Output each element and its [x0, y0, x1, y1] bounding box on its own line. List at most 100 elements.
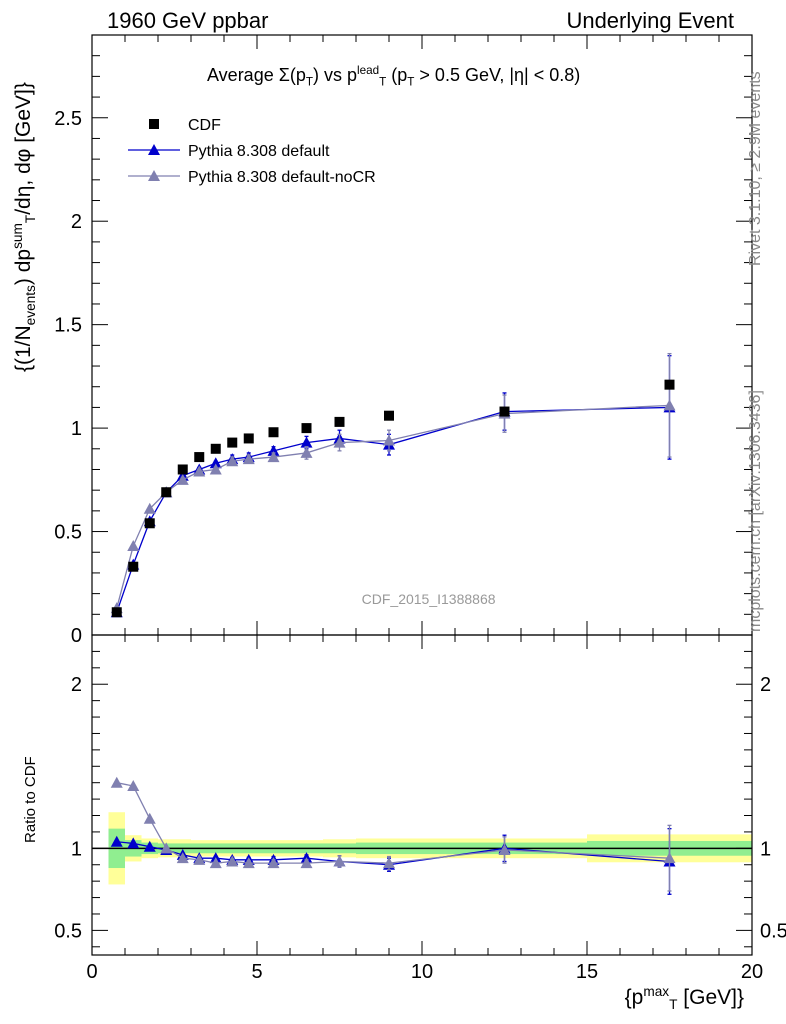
main-cdf-point — [227, 437, 238, 448]
xlabel-b: [GeV]} — [677, 986, 744, 1009]
ratio-y-tick-label: 2 — [71, 674, 82, 696]
title-mid: ) vs p — [313, 65, 358, 85]
mcplots-label: mcplots.cern.ch [arXiv:1306.3436] — [747, 390, 764, 632]
analysis-watermark: CDF_2015_I1388868 — [362, 591, 496, 607]
main-pythia-nocr-point — [300, 446, 313, 458]
main-pythia-default-point — [209, 457, 222, 469]
legend-marker — [148, 170, 160, 181]
ratio-pythia-nocr-point — [498, 843, 511, 855]
title-sub-t2: T — [379, 75, 387, 89]
ratio-pythia-nocr-point — [110, 776, 123, 788]
main-ylabel: {(1/Nevents) dpsumT/dη, dφ [GeV]} — [10, 82, 38, 372]
ratio-pythia-nocr-point — [143, 812, 156, 824]
main-pythia-nocr-point — [209, 463, 222, 475]
main-cdf-point — [128, 561, 139, 572]
main-y-tick-label: 1.5 — [54, 315, 82, 337]
ratio-frame — [91, 634, 753, 956]
x-tick-label: 20 — [741, 961, 763, 983]
ylabel-c: /dη, dφ [GeV]} — [12, 82, 35, 215]
main-cdf-point — [268, 427, 279, 438]
x-tick-label: 15 — [576, 961, 598, 983]
main-pythia-nocr-point — [176, 473, 189, 485]
title-sub-t: T — [305, 75, 313, 89]
ratio-y-tick-label: 1 — [71, 838, 82, 860]
main-pythia-nocr-point — [663, 399, 676, 411]
title-prefix: Average — [207, 65, 279, 85]
ratio-pythia-default-point — [143, 840, 156, 852]
main-cdf-point — [243, 433, 254, 444]
ratio-pythia-nocr-point — [226, 855, 239, 867]
title-sup-lead: lead — [357, 64, 380, 77]
main-cdf-point — [144, 518, 155, 529]
main-title: Average Σ(pT) vs pleadT (pT > 0.5 GeV, |… — [207, 64, 580, 89]
title-cut: > 0.5 GeV, |η| < 0.8) — [414, 65, 581, 85]
main-pythia-nocr-point — [193, 465, 206, 477]
ratio-pythia-nocr-point — [300, 857, 313, 869]
main-pythia-nocr-point — [226, 455, 239, 467]
main-pythia-nocr-line — [116, 404, 670, 609]
main-cdf-point — [499, 406, 510, 417]
ratio-pythia-nocr-point — [663, 852, 676, 864]
xlabel: {pmaxT [GeV]} — [625, 984, 744, 1012]
x-tick-label: 0 — [86, 961, 97, 983]
legend-marker — [148, 144, 160, 155]
main-pythia-nocr-point — [143, 502, 156, 514]
main-pythia-default-point — [300, 436, 313, 448]
ylabel-sub-t: T — [23, 214, 39, 224]
legend-label: CDF — [188, 117, 221, 134]
rivet-label: Rivet 3.1.10, ≥ 2.9M events — [747, 71, 764, 266]
ratio-pythia-nocr-point — [333, 855, 346, 867]
ylabel-a: {(1/N — [12, 325, 35, 372]
main-y-tick-label: 0.5 — [54, 522, 82, 544]
ratio-pythia-default-point — [127, 837, 140, 849]
ratio-y-tick-label-right: 2 — [760, 674, 771, 696]
main-cdf-point — [664, 379, 675, 390]
ratio-pythia-nocr-point — [267, 857, 280, 869]
title-suffix: (p — [386, 65, 408, 85]
ratio-pythia-nocr-point — [127, 779, 140, 791]
main-y-tick-label: 2.5 — [54, 108, 82, 130]
main-pythia-nocr-point — [242, 453, 255, 465]
main-cdf-point — [177, 464, 188, 475]
main-pythia-default-line — [116, 406, 670, 613]
main-cdf-point — [161, 487, 172, 498]
main-cdf-point — [334, 416, 345, 427]
xlabel-sub-t: T — [669, 997, 678, 1013]
main-pythia-nocr-point — [267, 451, 280, 463]
xlabel-sup-max: max — [643, 984, 670, 999]
ratio-pythia-default-point — [110, 835, 123, 847]
ratio-pythia-nocr-point — [160, 842, 173, 854]
legend-marker — [149, 119, 159, 129]
header-right: Underlying Event — [566, 8, 734, 33]
ratio-pythia-nocr-point — [383, 857, 395, 869]
main-cdf-point — [194, 452, 205, 463]
ylabel-sup-sum: sum — [10, 223, 25, 249]
ratio-pythia-nocr-point — [209, 857, 222, 869]
ratio-pythia-nocr-point — [193, 853, 206, 865]
title-sub-t3: T — [407, 75, 415, 89]
xlabel-a: {p — [624, 986, 644, 1009]
ratio-y-tick-label-right: 0.5 — [760, 920, 786, 942]
main-pythia-nocr-point — [383, 434, 395, 446]
header-left: 1960 GeV ppbar — [107, 8, 269, 33]
ratio-ylabel: Ratio to CDF — [22, 756, 39, 843]
main-pythia-nocr-point — [333, 436, 346, 448]
main-cdf-point — [210, 443, 221, 454]
ratio-y-tick-label-right: 1 — [760, 838, 771, 860]
main-cdf-point — [111, 607, 122, 618]
legend-label: Pythia 8.308 default — [188, 143, 330, 160]
ratio-y-tick-label: 0.5 — [54, 920, 82, 942]
ratio-pythia-nocr-point — [242, 857, 255, 869]
main-cdf-point — [301, 423, 312, 434]
x-tick-label: 5 — [251, 961, 262, 983]
main-y-tick-label: 1 — [71, 418, 82, 440]
title-sigma: Σ(p — [278, 65, 306, 85]
x-tick-label: 10 — [411, 961, 433, 983]
main-pythia-default-point — [267, 444, 280, 456]
main-y-tick-label: 2 — [71, 211, 82, 233]
ratio-pythia-nocr-point — [176, 852, 189, 864]
ylabel-sub-events: events — [23, 285, 39, 326]
main-y-tick-label: 0 — [71, 625, 82, 647]
main-pythia-nocr-point — [127, 540, 140, 552]
